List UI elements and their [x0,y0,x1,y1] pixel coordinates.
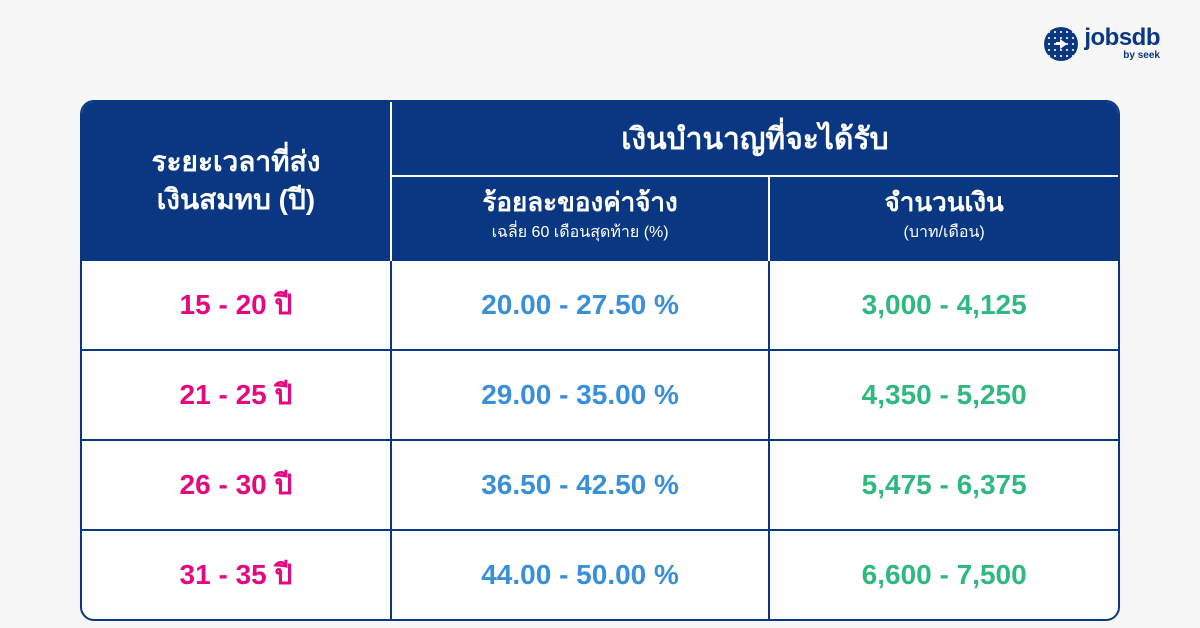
cell-amount: 3,000 - 4,125 [769,260,1118,350]
cell-amount: 6,600 - 7,500 [769,530,1118,619]
pension-data-table: ระยะเวลาที่ส่ง เงินสมทบ (ปี) เงินบำนาญที… [82,102,1118,619]
cell-period: 21 - 25 ปี [82,350,391,440]
col-header-amount-note: (บาท/เดือน) [780,220,1108,245]
table-row: 31 - 35 ปี 44.00 - 50.00 % 6,600 - 7,500 [82,530,1118,619]
col-header-percent-note: เฉลี่ย 60 เดือนสุดท้าย (%) [402,220,758,245]
col-header-amount-main: จำนวนเงิน [780,187,1108,218]
cell-period: 15 - 20 ปี [82,260,391,350]
logo-brand: jobsdb [1084,26,1160,50]
cell-percent: 44.00 - 50.00 % [391,530,769,619]
cell-amount: 5,475 - 6,375 [769,440,1118,530]
col-header-percent-main: ร้อยละของค่าจ้าง [402,187,758,218]
logo-text: jobsdb by seek [1084,26,1160,61]
table-row: 15 - 20 ปี 20.00 - 27.50 % 3,000 - 4,125 [82,260,1118,350]
cell-period: 26 - 30 ปี [82,440,391,530]
cell-percent: 29.00 - 35.00 % [391,350,769,440]
cell-percent: 36.50 - 42.50 % [391,440,769,530]
logo-byline: by seek [1123,51,1160,61]
table-row: 26 - 30 ปี 36.50 - 42.50 % 5,475 - 6,375 [82,440,1118,530]
brand-logo: jobsdb by seek [1044,26,1160,61]
col-header-percent: ร้อยละของค่าจ้าง เฉลี่ย 60 เดือนสุดท้าย … [391,176,769,260]
cell-amount: 4,350 - 5,250 [769,350,1118,440]
col-header-period-line1: ระยะเวลาที่ส่ง [151,146,320,177]
col-header-pension: เงินบำนาญที่จะได้รับ [391,102,1118,176]
jobsdb-logo-icon [1044,27,1078,61]
col-header-period: ระยะเวลาที่ส่ง เงินสมทบ (ปี) [82,102,391,260]
cell-percent: 20.00 - 27.50 % [391,260,769,350]
table-row: 21 - 25 ปี 29.00 - 35.00 % 4,350 - 5,250 [82,350,1118,440]
pension-table: ระยะเวลาที่ส่ง เงินสมทบ (ปี) เงินบำนาญที… [80,100,1120,621]
col-header-amount: จำนวนเงิน (บาท/เดือน) [769,176,1118,260]
cell-period: 31 - 35 ปี [82,530,391,619]
col-header-period-line2: เงินสมทบ (ปี) [157,184,315,215]
